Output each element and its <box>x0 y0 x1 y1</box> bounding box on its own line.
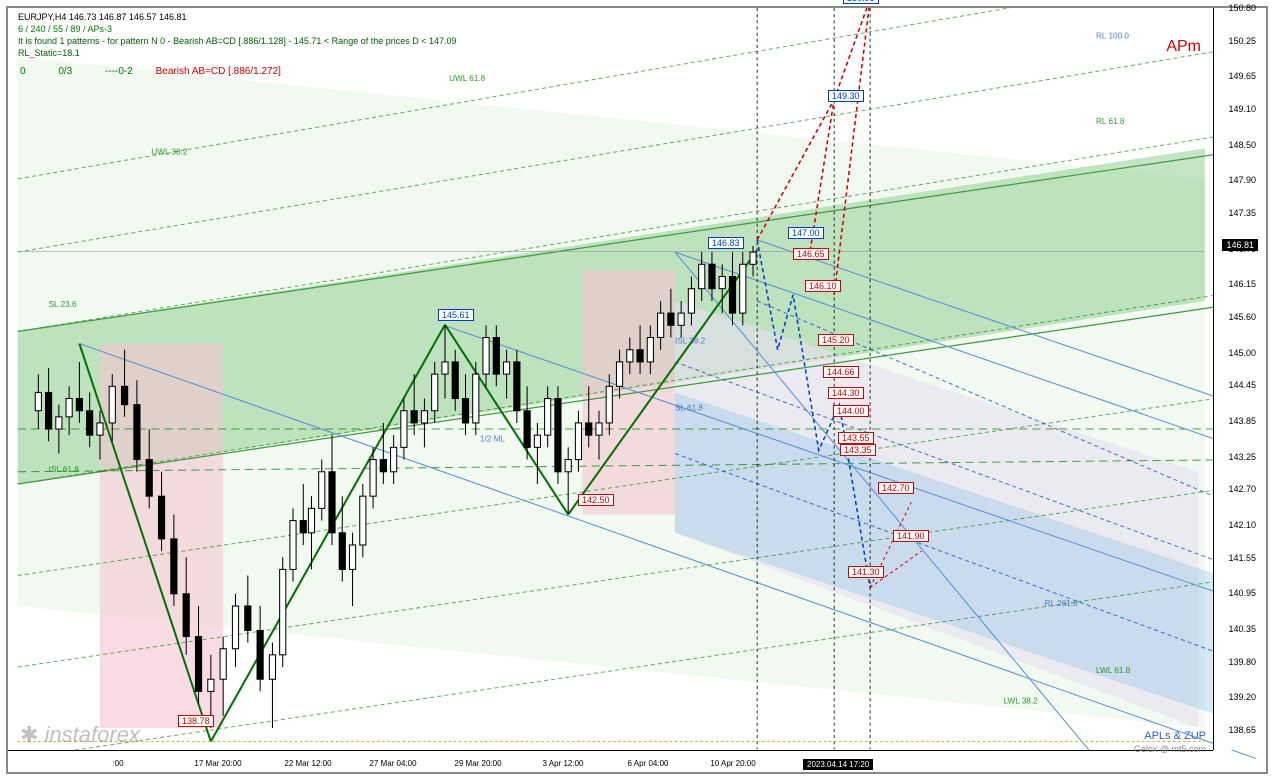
symbol-ohlc: EURJPY,H4 146.73 146.87 146.57 146.81 <box>18 12 187 22</box>
x-tick: 10 Apr 20:00 <box>710 759 755 768</box>
y-tick: 143.25 <box>1228 452 1256 462</box>
svg-text:RL 61.8: RL 61.8 <box>1096 117 1125 126</box>
y-tick: 138.65 <box>1228 725 1256 735</box>
x-tick: 6 Apr 04:00 <box>628 759 669 768</box>
y-tick: 143.85 <box>1228 416 1256 426</box>
y-tick: 139.80 <box>1228 657 1256 667</box>
svg-text:SL 61.8: SL 61.8 <box>675 404 703 413</box>
price-label: 141.30 <box>848 566 884 578</box>
y-tick: 150.25 <box>1228 36 1256 46</box>
price-label: 146.83 <box>708 237 744 249</box>
x-tick: 17 Mar 20:00 <box>194 759 241 768</box>
svg-text:LWL 61.8: LWL 61.8 <box>1096 666 1131 675</box>
y-axis: 150.80150.25149.65149.10148.50147.90147.… <box>1213 8 1258 750</box>
y-tick: 140.35 <box>1228 624 1256 634</box>
price-label: 145.20 <box>818 334 854 346</box>
cursor-timestamp: 2023.04.14 17:20 <box>803 759 873 770</box>
x-tick: :00 <box>112 759 123 768</box>
apm-label: APm <box>1166 38 1201 56</box>
x-axis: :00 17 Mar 20:00 22 Mar 12:00 27 Mar 04:00 2… <box>8 750 1213 772</box>
svg-text:ISL 38.2: ISL 38.2 <box>675 337 706 346</box>
x-tick: 29 Mar 20:00 <box>454 759 501 768</box>
y-tick: 150.80 <box>1228 3 1256 13</box>
y-tick: 147.35 <box>1228 208 1256 218</box>
price-label: 144.00 <box>833 405 869 417</box>
price-label: 138.78 <box>178 715 214 727</box>
price-label: 143.35 <box>840 444 876 456</box>
y-tick: 144.45 <box>1228 380 1256 390</box>
y-tick: 146.15 <box>1228 279 1256 289</box>
header-params: 6 / 240 / 55 / 89 / APs-3 <box>18 24 112 34</box>
logo: ✱ instaforex <box>20 722 140 748</box>
y-tick: 149.10 <box>1228 104 1256 114</box>
current-price-marker: 146.81 <box>1222 239 1258 251</box>
svg-text:1/2 ML: 1/2 ML <box>480 434 506 443</box>
y-tick: 141.55 <box>1228 553 1256 563</box>
x-tick: 3 Apr 12:00 <box>543 759 584 768</box>
price-label: 141.90 <box>893 530 929 542</box>
y-tick: 147.90 <box>1228 175 1256 185</box>
price-label: 149.30 <box>828 90 864 102</box>
price-label: 144.66 <box>823 366 859 378</box>
y-tick: 149.65 <box>1228 71 1256 81</box>
y-tick: 145.00 <box>1228 348 1256 358</box>
price-label: 144.30 <box>828 387 864 399</box>
y-tick: 142.10 <box>1228 520 1256 530</box>
y-tick: 145.60 <box>1228 312 1256 322</box>
price-chart[interactable]: UWL 61.8 UWL 38.2 RL 100.0 RL 61.8 ISL 61.8 S… <box>8 8 1266 772</box>
svg-text:ISL 61.8: ISL 61.8 <box>49 465 80 474</box>
price-label: 146.10 <box>805 280 841 292</box>
svg-text:RL 100.0: RL 100.0 <box>1096 32 1129 41</box>
svg-text:UWL 61.8: UWL 61.8 <box>449 74 486 83</box>
x-tick: 22 Mar 12:00 <box>284 759 331 768</box>
gelox-label: Gelox @ mt5.com <box>1134 744 1206 754</box>
price-label: 147.00 <box>788 227 824 239</box>
y-tick: 142.70 <box>1228 484 1256 494</box>
apls-label: APLs & ZUP <box>1144 730 1206 742</box>
svg-text:UWL 38.2: UWL 38.2 <box>151 147 188 156</box>
y-tick: 148.50 <box>1228 140 1256 150</box>
price-label: 142.50 <box>578 494 614 506</box>
x-tick: 27 Mar 04:00 <box>369 759 416 768</box>
svg-text:RL 261.8: RL 261.8 <box>1045 599 1078 608</box>
svg-text:SL 23.6: SL 23.6 <box>49 300 77 309</box>
svg-text:LWL 38.2: LWL 38.2 <box>1004 697 1039 706</box>
y-tick: 139.20 <box>1228 692 1256 702</box>
price-label: 143.55 <box>838 432 874 444</box>
chart-container: EURJPY,H4 146.73 146.87 146.57 146.81 6 … <box>6 6 1268 774</box>
indicator-row: 0 0/3 ----0-2 Bearish AB=CD [.886/1.272] <box>20 66 281 77</box>
price-label: 145.61 <box>438 309 474 321</box>
rl-static: RL_Static=18.1 <box>18 48 80 58</box>
pattern-info: It is found 1 patterns - for pattern N 0… <box>18 36 457 46</box>
price-label: 146.65 <box>793 248 829 260</box>
price-label: 142.70 <box>878 482 914 494</box>
price-label: 150.95 <box>843 0 879 4</box>
y-tick: 140.95 <box>1228 588 1256 598</box>
